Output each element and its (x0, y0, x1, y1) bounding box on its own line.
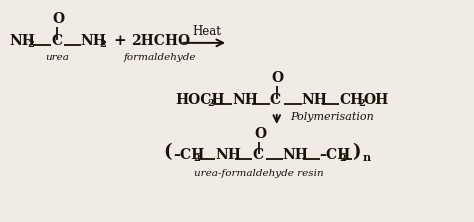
Text: n: n (362, 152, 370, 163)
Text: 2: 2 (99, 40, 106, 49)
Text: 2HCHO: 2HCHO (131, 34, 190, 48)
Text: NH: NH (283, 148, 309, 162)
Text: urea: urea (45, 53, 69, 62)
Text: O: O (272, 71, 284, 85)
Text: OH: OH (363, 93, 389, 107)
Text: formaldehyde: formaldehyde (124, 53, 196, 62)
Text: NH: NH (232, 93, 258, 107)
Text: C: C (51, 34, 62, 48)
Text: C: C (252, 148, 263, 162)
Text: NH: NH (9, 34, 35, 48)
Text: Heat: Heat (192, 25, 221, 38)
Text: NH: NH (81, 34, 107, 48)
Text: HOCH: HOCH (175, 93, 225, 107)
Text: 2: 2 (358, 99, 365, 108)
Text: NH: NH (215, 148, 241, 162)
Text: –CH: –CH (173, 148, 205, 162)
Text: urea-formaldehyde resin: urea-formaldehyde resin (194, 169, 324, 178)
Text: CH: CH (339, 93, 364, 107)
Text: +: + (114, 34, 127, 48)
Text: O: O (254, 127, 266, 141)
Text: 2: 2 (27, 40, 34, 49)
Text: NH: NH (301, 93, 328, 107)
Text: Polymerisation: Polymerisation (290, 112, 374, 122)
Text: 2: 2 (207, 99, 214, 108)
Text: 2: 2 (193, 154, 200, 163)
Text: –CH: –CH (319, 148, 351, 162)
Text: (: ( (164, 143, 172, 161)
Text: O: O (52, 12, 64, 26)
Text: 2: 2 (339, 154, 346, 163)
Text: ): ) (352, 143, 361, 161)
Text: C: C (270, 93, 281, 107)
